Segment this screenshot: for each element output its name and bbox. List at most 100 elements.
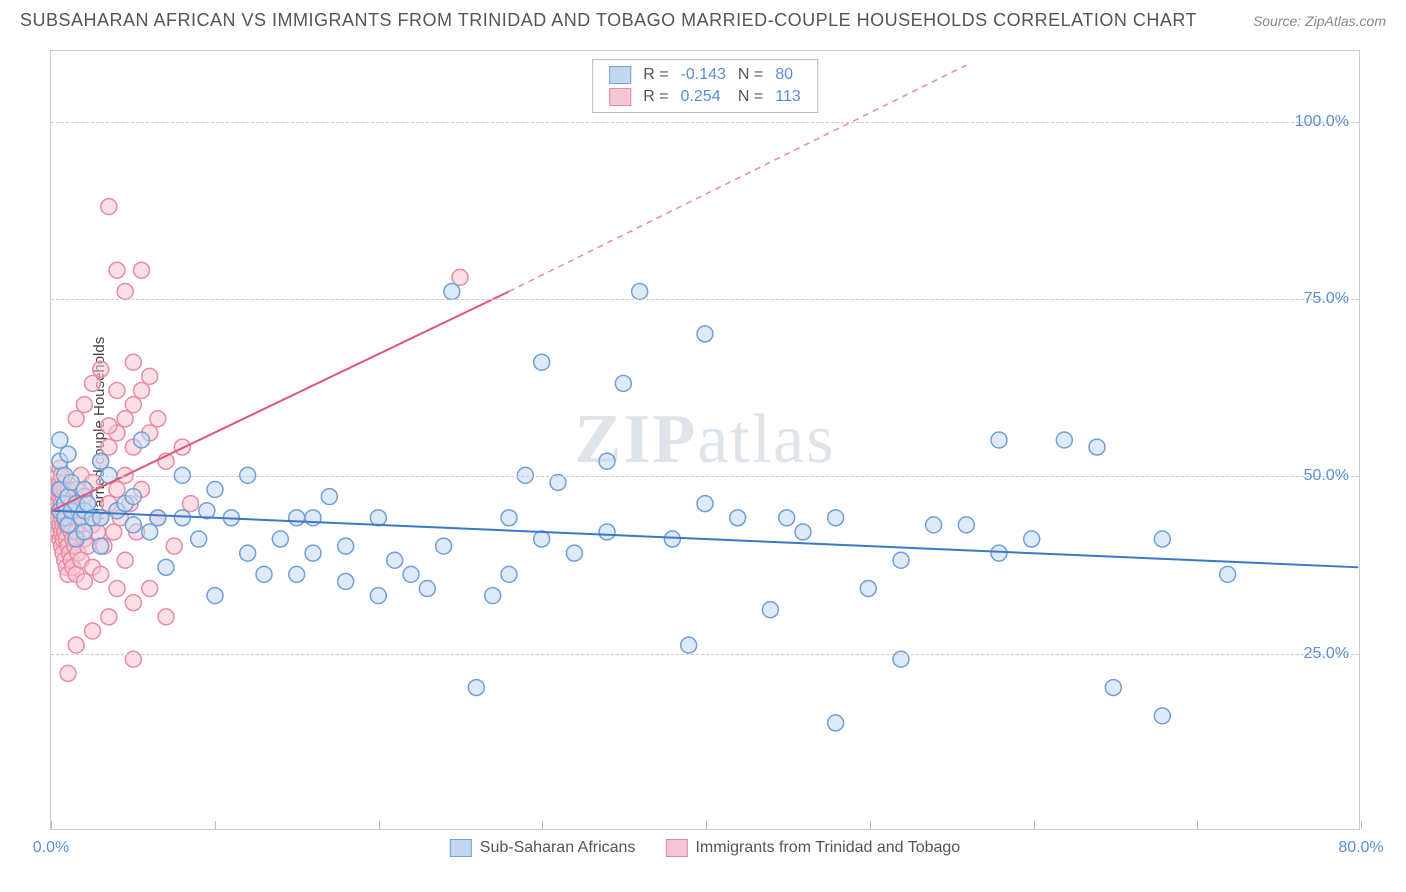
data-point [109, 581, 125, 597]
ytick-label: 100.0% [1295, 113, 1349, 131]
data-point [338, 538, 354, 554]
series1-name: Sub-Saharan Africans [480, 839, 636, 857]
gridline-h [51, 476, 1359, 477]
data-point [183, 496, 199, 512]
data-point [125, 517, 141, 533]
chart-plot-area: ZIPatlas R = -0.143 N = 80 R = 0.254 N =… [50, 50, 1360, 830]
data-point [134, 262, 150, 278]
data-point [419, 581, 435, 597]
xtick [542, 821, 543, 829]
data-point [599, 524, 615, 540]
data-point [926, 517, 942, 533]
data-point [485, 588, 501, 604]
data-point [117, 411, 133, 427]
data-point [60, 446, 76, 462]
data-point [632, 283, 648, 299]
data-point [125, 489, 141, 505]
data-point [468, 680, 484, 696]
data-point [142, 581, 158, 597]
data-point [207, 588, 223, 604]
data-point [1105, 680, 1121, 696]
data-point [256, 566, 272, 582]
data-point [289, 510, 305, 526]
data-point [68, 411, 84, 427]
data-point [1024, 531, 1040, 547]
data-point [150, 411, 166, 427]
xtick [1034, 821, 1035, 829]
data-point [134, 432, 150, 448]
data-point [125, 354, 141, 370]
data-point [125, 397, 141, 413]
gridline-h [51, 654, 1359, 655]
data-point [860, 581, 876, 597]
data-point [117, 283, 133, 299]
data-point [174, 510, 190, 526]
data-point [93, 453, 109, 469]
data-point [134, 383, 150, 399]
gridline-h [51, 299, 1359, 300]
data-point [697, 326, 713, 342]
data-point [101, 609, 117, 625]
data-point [664, 531, 680, 547]
data-point [109, 482, 125, 498]
data-point [370, 510, 386, 526]
xtick [870, 821, 871, 829]
xtick [215, 821, 216, 829]
data-point [730, 510, 746, 526]
data-point [101, 418, 117, 434]
data-point [166, 538, 182, 554]
data-point [779, 510, 795, 526]
data-point [76, 397, 92, 413]
data-point [1089, 439, 1105, 455]
data-point [1154, 531, 1170, 547]
data-point [68, 637, 84, 653]
xtick [1197, 821, 1198, 829]
data-point [76, 573, 92, 589]
data-point [599, 453, 615, 469]
data-point [387, 552, 403, 568]
data-point [52, 432, 68, 448]
xtick [379, 821, 380, 829]
data-point [517, 467, 533, 483]
xtick [1361, 821, 1362, 829]
data-point [534, 531, 550, 547]
data-point [109, 262, 125, 278]
data-point [370, 588, 386, 604]
ytick-label: 50.0% [1304, 467, 1349, 485]
data-point [403, 566, 419, 582]
data-point [615, 375, 631, 391]
data-point [142, 524, 158, 540]
ytick-label: 75.0% [1304, 290, 1349, 308]
data-point [93, 361, 109, 377]
data-point [76, 524, 92, 540]
data-point [338, 573, 354, 589]
data-point [452, 269, 468, 285]
data-point [109, 383, 125, 399]
data-point [795, 524, 811, 540]
data-point [207, 482, 223, 498]
xtick [706, 821, 707, 829]
data-point [991, 545, 1007, 561]
xtick-label: 0.0% [33, 839, 69, 857]
plot-svg [51, 51, 1359, 829]
data-point [93, 538, 109, 554]
data-point [566, 545, 582, 561]
swatch-series2-bottom [665, 839, 687, 857]
data-point [321, 489, 337, 505]
ytick-label: 25.0% [1304, 645, 1349, 663]
gridline-h [51, 122, 1359, 123]
data-point [501, 510, 517, 526]
data-point [305, 545, 321, 561]
data-point [1056, 432, 1072, 448]
data-point [444, 283, 460, 299]
data-point [125, 595, 141, 611]
data-point [191, 531, 207, 547]
legend-item-1: Sub-Saharan Africans [450, 839, 636, 857]
data-point [828, 715, 844, 731]
data-point [158, 559, 174, 575]
data-point [150, 510, 166, 526]
data-point [240, 467, 256, 483]
data-point [240, 545, 256, 561]
data-point [501, 566, 517, 582]
data-point [681, 637, 697, 653]
